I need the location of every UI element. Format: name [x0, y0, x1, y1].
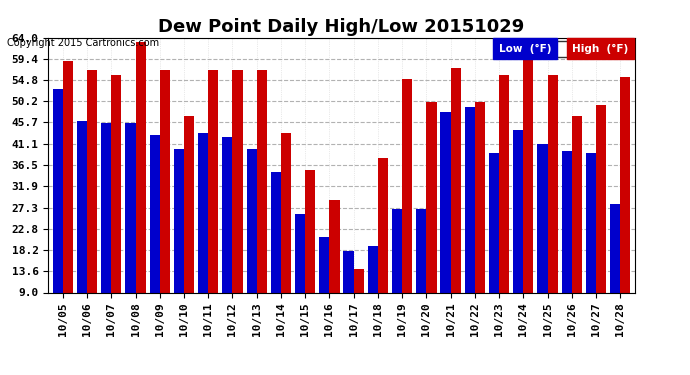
Bar — [610, 204, 620, 292]
Bar — [402, 79, 413, 292]
Bar — [464, 107, 475, 292]
Bar — [489, 153, 499, 292]
Bar — [184, 116, 194, 292]
Bar — [257, 70, 267, 292]
Bar — [620, 77, 631, 292]
Bar — [150, 135, 160, 292]
Bar — [111, 75, 121, 292]
Bar — [378, 158, 388, 292]
Bar — [538, 144, 548, 292]
Bar — [499, 75, 509, 292]
Bar — [198, 132, 208, 292]
Bar — [319, 237, 329, 292]
Bar — [305, 170, 315, 292]
Bar — [548, 75, 558, 292]
Bar — [160, 70, 170, 292]
Legend: Low  (°F), High  (°F): Low (°F), High (°F) — [496, 40, 631, 57]
Bar — [354, 269, 364, 292]
Bar — [572, 116, 582, 292]
Bar — [270, 172, 281, 292]
Bar — [281, 132, 291, 292]
Bar — [233, 70, 243, 292]
Bar — [101, 123, 111, 292]
Bar — [246, 149, 257, 292]
Bar — [416, 209, 426, 292]
Bar — [440, 112, 451, 292]
Bar — [562, 151, 572, 292]
Bar — [586, 153, 596, 292]
Bar — [329, 200, 339, 292]
Bar — [63, 61, 73, 292]
Bar — [222, 137, 233, 292]
Bar — [174, 149, 184, 292]
Title: Dew Point Daily High/Low 20151029: Dew Point Daily High/Low 20151029 — [159, 18, 524, 36]
Bar — [368, 246, 378, 292]
Bar — [295, 214, 305, 292]
Bar — [87, 70, 97, 292]
Bar — [208, 70, 219, 292]
Text: Copyright 2015 Cartronics.com: Copyright 2015 Cartronics.com — [7, 38, 159, 48]
Bar — [344, 251, 354, 292]
Bar — [596, 105, 607, 292]
Bar — [52, 88, 63, 292]
Bar — [513, 130, 523, 292]
Bar — [135, 42, 146, 292]
Bar — [392, 209, 402, 292]
Bar — [451, 68, 461, 292]
Bar — [426, 102, 437, 292]
Bar — [523, 38, 533, 292]
Bar — [77, 121, 87, 292]
Bar — [475, 102, 485, 292]
Bar — [126, 123, 135, 292]
